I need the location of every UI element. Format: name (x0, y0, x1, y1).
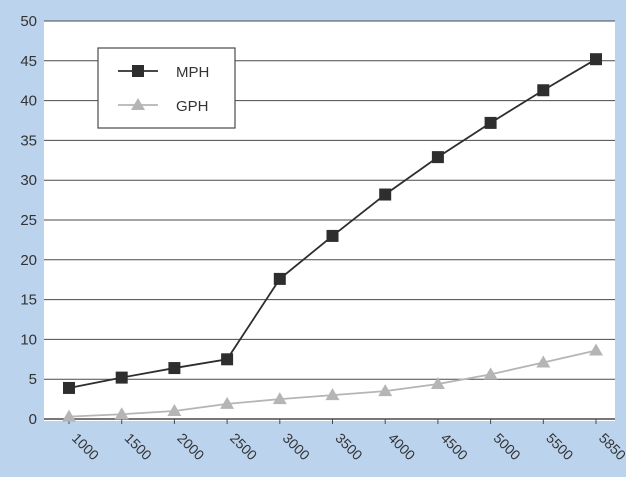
point-gph-1500 (114, 407, 129, 420)
y-tick-label-25: 25 (20, 212, 37, 229)
x-tick-label-2000: 2000 (174, 430, 207, 463)
y-tick-label-5: 5 (29, 371, 37, 388)
x-tick-label-5000: 5000 (490, 430, 523, 463)
point-gph-5500 (536, 355, 551, 368)
y-tick-label-35: 35 (20, 132, 37, 149)
x-tick-label-4000: 4000 (385, 430, 418, 463)
y-tick-label-15: 15 (20, 292, 37, 309)
point-gph-5850 (589, 343, 603, 356)
y-tick-label-30: 30 (20, 172, 37, 189)
point-mph-1500 (115, 371, 128, 384)
x-tick-label-2500: 2500 (227, 430, 260, 463)
point-mph-1000 (63, 381, 75, 394)
x-tick-label-4500: 4500 (438, 430, 471, 463)
x-tick-label-1500: 1500 (122, 430, 155, 463)
legend-label-mph: MPH (176, 64, 209, 81)
point-mph-4000 (379, 188, 392, 201)
x-tick-label-5500: 5500 (543, 430, 576, 463)
point-mph-4500 (431, 151, 444, 164)
legend-marker-mph (132, 65, 144, 77)
x-tick-label-3000: 3000 (280, 430, 313, 463)
legend-box (97, 47, 236, 129)
point-gph-4000 (378, 384, 393, 397)
x-tick-label-1000: 1000 (69, 430, 102, 463)
x-tick-label-5850: 5850 (596, 430, 626, 463)
point-gph-3500 (325, 388, 340, 401)
point-gph-2000 (167, 404, 182, 417)
point-mph-5500 (537, 84, 550, 97)
point-mph-2000 (168, 362, 181, 375)
point-gph-5000 (483, 367, 498, 380)
y-tick-label-40: 40 (20, 93, 37, 110)
point-mph-2500 (221, 353, 234, 366)
point-mph-3500 (326, 229, 339, 242)
legend: MPH GPH (97, 47, 236, 129)
y-tick-labels: 0 5 10 15 20 25 30 35 40 45 50 (20, 13, 37, 428)
point-mph-5850 (590, 53, 602, 66)
legend-label-gph: GPH (176, 98, 209, 115)
y-tick-label-20: 20 (20, 252, 37, 269)
x-tick-labels: 1000 1500 2000 2500 3000 3500 4000 4500 5000 5500… (69, 430, 626, 463)
point-gph-4500 (430, 376, 445, 389)
series-group (62, 53, 603, 422)
point-gph-1000 (62, 409, 76, 422)
y-tick-label-45: 45 (20, 53, 37, 70)
y-tick-label-50: 50 (20, 13, 37, 30)
point-gph-3000 (272, 392, 287, 405)
point-mph-3000 (273, 272, 286, 285)
point-gph-2500 (220, 396, 235, 409)
x-tick-label-3500: 3500 (332, 430, 365, 463)
y-tick-label-10: 10 (20, 331, 37, 348)
legend-marker-gph (131, 98, 145, 110)
y-tick-label-0: 0 (29, 411, 37, 428)
point-mph-5000 (484, 116, 497, 129)
